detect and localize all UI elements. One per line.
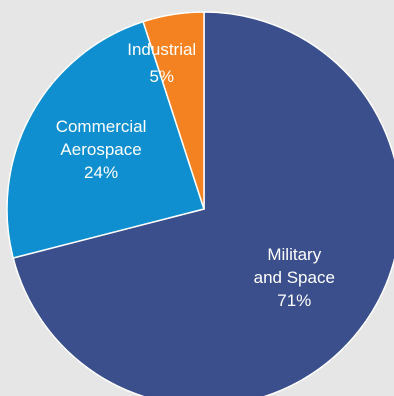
labels-layer: Military and Space 71% Commercial Aerospace 2… (56, 41, 335, 311)
pie-label-industrial: Industrial 5% (127, 41, 196, 87)
pie-label-military-and-space: Military and Space 71% (254, 246, 335, 311)
pie-percent-label: 71% (277, 292, 311, 311)
pie-category-label: Aerospace (60, 140, 141, 159)
pie-label-commercial-aerospace: Commercial Aerospace 24% (56, 117, 147, 182)
pie-category-label: Military (267, 246, 321, 265)
pie-slice-military-and-space (12, 11, 394, 396)
pie-category-label: Industrial (127, 41, 196, 60)
pie-percent-label: 5% (149, 68, 174, 87)
pie-slice-commercial-aerospace (6, 20, 205, 259)
pie-slice-industrial (142, 11, 205, 210)
pie-category-label: and Space (254, 269, 335, 288)
pie-category-label: Commercial (56, 117, 147, 136)
pie-percent-label: 24% (84, 163, 118, 182)
slices-layer (6, 11, 394, 396)
